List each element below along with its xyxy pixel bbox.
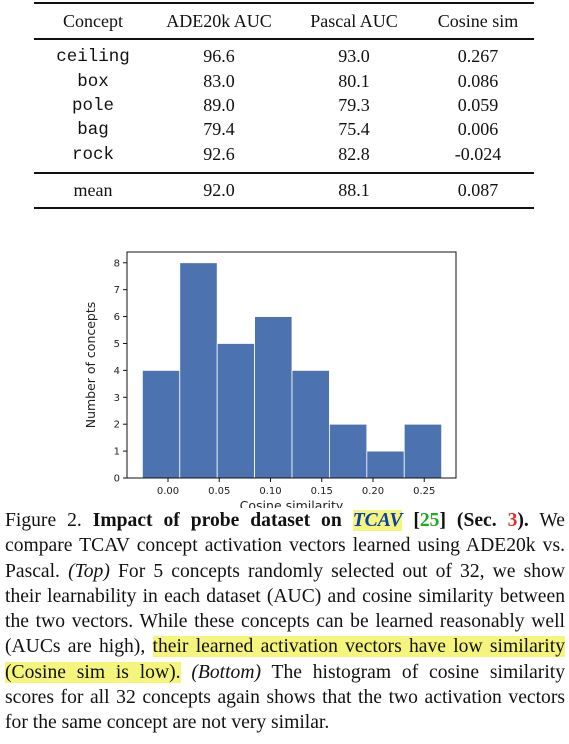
figure-caption: Figure 2. Impact of probe dataset on TCA… [5,508,565,736]
row-pascal-auc: 79.3 [338,95,370,115]
y-tick-label: 2 [114,420,120,431]
row-ade20k-auc: 83.0 [203,71,235,91]
row-ade20k-auc: 96.6 [203,46,235,66]
row-concept: bag [77,120,109,140]
y-axis-ticks: 0 1 2 3 4 5 6 7 8 [114,258,127,485]
x-tick-label: 0.20 [362,486,384,497]
histogram-bar [254,316,293,479]
row-cosine-sim: 0.006 [457,119,499,139]
row-cosine-sim: -0.024 [454,144,502,164]
table-bottom-rule [34,207,534,209]
table-header-rule [34,38,534,40]
bottom-label: (Bottom) [191,661,262,683]
y-tick-label: 1 [114,447,120,458]
header-ade20k-auc: ADE20k AUC [166,11,272,31]
caption-title-text: Impact of probe dataset on [92,510,342,531]
row-concept: ceiling [56,47,130,67]
y-tick-label: 7 [114,285,120,296]
caption-text-1: We compare TCAV concept activation vecto… [5,510,565,582]
histogram-bar [329,423,368,479]
row-ade20k-auc: 79.4 [203,119,235,139]
top-label: (Top) [68,560,110,582]
section-ref-close: ). [517,510,529,531]
citation-link[interactable]: 25 [419,510,440,531]
y-tick-label: 0 [114,474,120,485]
caption-text-3: The histogram of cosine similarity score… [5,661,566,734]
x-axis-label: Cosine similarity [240,498,344,508]
figure-label: Figure 2. [5,510,82,531]
histogram-bar [141,369,181,479]
y-axis-label: Number of concepts [83,302,98,429]
x-tick-label: 0.05 [208,486,230,497]
table-top-rule [34,2,534,4]
plot-frame [126,251,457,479]
header-pascal-auc: Pascal AUC [310,11,398,31]
mean-cosine-sim: 0.087 [457,180,499,200]
y-tick-label: 5 [114,339,120,350]
row-ade20k-auc: 89.0 [203,95,235,115]
table-mean-rule [34,172,534,174]
y-tick-label: 3 [114,393,120,404]
y-tick-label: 6 [114,312,120,323]
caption-text-2: For 5 concepts randomly selected out of … [5,560,565,658]
cosine-similarity-histogram: 0.00 0.05 0.10 0.15 0.20 0.25 0 1 2 3 4 5 6 7 8 Cosin… [83,251,457,508]
mean-pascal-auc: 88.1 [338,180,370,200]
row-concept: box [77,72,109,92]
histogram-bars [141,262,443,479]
x-tick-label: 0.25 [413,486,435,497]
y-tick-label: 4 [114,366,120,377]
citation-close: ] [439,510,446,531]
y-tick-label: 8 [114,258,120,269]
row-pascal-auc: 75.4 [338,119,370,139]
caption-title: Impact of probe dataset on TCAV [25] (Se… [93,510,529,531]
mean-ade20k-auc: 92.0 [203,180,235,200]
header-concept: Concept [63,11,123,31]
x-axis-ticks: 0.00 0.05 0.10 0.15 0.20 0.25 [157,478,435,497]
x-tick-label: 0.15 [311,486,333,497]
mean-label: mean [73,180,113,200]
histogram-bar [403,423,443,479]
section-link[interactable]: 3 [507,510,518,531]
row-concept: pole [71,96,114,116]
citation-open: [ [413,510,420,531]
row-pascal-auc: 93.0 [338,46,370,66]
section-ref-open: (Sec. [456,510,497,531]
x-tick-label: 0.00 [157,486,179,497]
row-cosine-sim: 0.086 [457,71,499,91]
row-cosine-sim: 0.267 [457,46,499,66]
row-cosine-sim: 0.059 [457,95,499,115]
histogram-bar [179,262,218,479]
tcav-method-name: TCAV [352,510,403,531]
x-tick-label: 0.10 [259,486,281,497]
row-pascal-auc: 82.8 [338,144,370,164]
histogram-bar [291,369,330,479]
row-concept: rock [71,145,114,165]
row-pascal-auc: 80.1 [338,71,370,91]
histogram-bar [216,343,256,479]
header-cosine-sim: Cosine sim [437,11,519,31]
row-ade20k-auc: 92.6 [203,144,235,164]
histogram-bar [366,450,405,479]
